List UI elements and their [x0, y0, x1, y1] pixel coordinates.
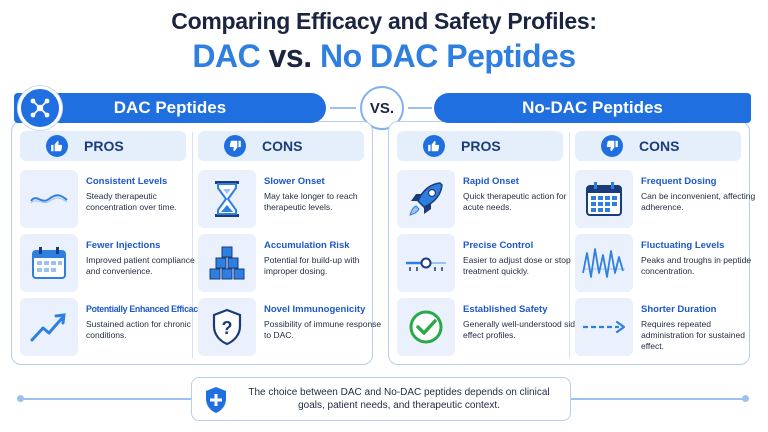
no-dac-con-item: Fluctuating Levels Peaks and troughs in …: [575, 234, 751, 292]
calendar-icon: [20, 234, 78, 292]
cons-label: CONS: [262, 138, 303, 154]
trend-up-icon: [20, 298, 78, 356]
no-dac-con-item: Frequent Dosing Can be inconvenient, aff…: [575, 170, 755, 228]
page-subtitle: DAC vs. No DAC Peptides: [0, 38, 768, 75]
item-title: Novel Immunogenicity: [264, 304, 366, 315]
thumbs-down-icon: [601, 135, 623, 157]
rocket-icon: [397, 170, 455, 228]
zigzag-line-icon: [575, 234, 633, 292]
item-desc: Easier to adjust dose or stop treatment …: [463, 255, 571, 276]
item-desc: Peaks and troughs in peptide concentrati…: [641, 255, 752, 276]
pros-label: PROS: [84, 138, 124, 154]
hourglass-icon: [198, 170, 256, 228]
footer-text: The choice between DAC and No-DAC peptid…: [248, 387, 550, 411]
item-title: Precise Control: [463, 240, 534, 251]
check-circle-icon: [397, 298, 455, 356]
item-desc: Requires repeated administration for sus…: [641, 319, 745, 351]
item-desc: Quick therapeutic action for acute needs…: [463, 191, 567, 212]
item-title: Fluctuating Levels: [641, 240, 725, 251]
item-title: Fewer Injections: [86, 240, 161, 251]
no-dac-cons-header: CONS: [575, 131, 741, 161]
dac-cons-header: CONS: [198, 131, 364, 161]
thumbs-up-icon: [423, 135, 445, 157]
item-desc: Sustained action for chronic conditions.: [86, 319, 191, 340]
item-desc: May take longer to reach therapeutic lev…: [264, 191, 358, 212]
cons-label: CONS: [639, 138, 680, 154]
dac-pro-item: Potentially Enhanced Efficacy Sustained …: [20, 298, 203, 356]
vs-connector-right: [408, 107, 432, 109]
item-title: Shorter Duration: [641, 304, 717, 315]
item-title: Accumulation Risk: [264, 240, 350, 251]
column-divider: [569, 132, 570, 358]
stacked-cubes-icon: [198, 234, 256, 292]
slider-icon: [397, 234, 455, 292]
wave-line-icon: [20, 170, 78, 228]
item-title: Established Safety: [463, 304, 548, 315]
calendar-icon: [575, 170, 633, 228]
page-title: Comparing Efficacy and Safety Profiles:: [171, 8, 597, 34]
dac-banner: DAC Peptides: [14, 93, 326, 123]
item-desc: Improved patient compliance and convenie…: [86, 255, 195, 276]
footer-line-left: [22, 398, 191, 400]
item-desc: Generally well-understood side effect pr…: [463, 319, 580, 340]
vs-connector-left: [330, 107, 356, 109]
no-dac-pro-item: Precise Control Easier to adjust dose or…: [397, 234, 571, 292]
svg-text:?: ?: [222, 318, 233, 338]
dac-con-item: Slower Onset May take longer to reach th…: [198, 170, 370, 228]
thumbs-up-icon: [46, 135, 68, 157]
dashed-arrow-icon: [575, 298, 633, 356]
title-vs: vs.: [268, 38, 312, 74]
item-title: Consistent Levels: [86, 176, 168, 187]
item-title: Frequent Dosing: [641, 176, 717, 187]
shield-plus-icon: [204, 386, 228, 419]
footer-line-right: [571, 398, 743, 400]
no-dac-con-item: Shorter Duration Requires repeated admin…: [575, 298, 747, 356]
item-title: Slower Onset: [264, 176, 325, 187]
no-dac-banner: No-DAC Peptides: [434, 93, 751, 123]
column-divider: [192, 132, 193, 358]
item-desc: Steady therapeutic concentration over ti…: [86, 191, 177, 212]
dac-panel: PROS CONS Consistent Levels Steady thera…: [11, 121, 381, 365]
title-nodac: No DAC Peptides: [319, 38, 576, 74]
item-desc: Can be inconvenient, affecting adherence…: [641, 191, 756, 212]
footer-dot-left: [17, 395, 24, 402]
footer-dot-right: [742, 395, 749, 402]
item-desc: Possibility of immune response to DAC.: [264, 319, 382, 340]
item-title: Potentially Enhanced Efficacy: [86, 304, 203, 314]
dac-pro-item: Consistent Levels Steady therapeutic con…: [20, 170, 192, 228]
dac-pros-header: PROS: [20, 131, 186, 161]
no-dac-pro-item: Rapid Onset Quick therapeutic action for…: [397, 170, 569, 228]
item-desc: Potential for build-up with improper dos…: [264, 255, 360, 276]
footer-note: The choice between DAC and No-DAC peptid…: [191, 377, 571, 421]
shield-question-icon: ?: [198, 298, 256, 356]
dac-pro-item: Fewer Injections Improved patient compli…: [20, 234, 195, 292]
no-dac-pro-item: Established Safety Generally well-unders…: [397, 298, 580, 356]
no-dac-pros-header: PROS: [397, 131, 563, 161]
no-dac-panel: PROS CONS Rapid Onset Quick therapeutic …: [388, 121, 755, 365]
dac-con-item: Accumulation Risk Potential for build-up…: [198, 234, 370, 292]
pros-label: PROS: [461, 138, 501, 154]
item-title: Rapid Onset: [463, 176, 519, 187]
molecule-icon: [18, 86, 62, 130]
title-dac: DAC: [192, 38, 261, 74]
thumbs-down-icon: [224, 135, 246, 157]
dac-con-item: ? Novel Immunogenicity Possibility of im…: [198, 298, 381, 356]
